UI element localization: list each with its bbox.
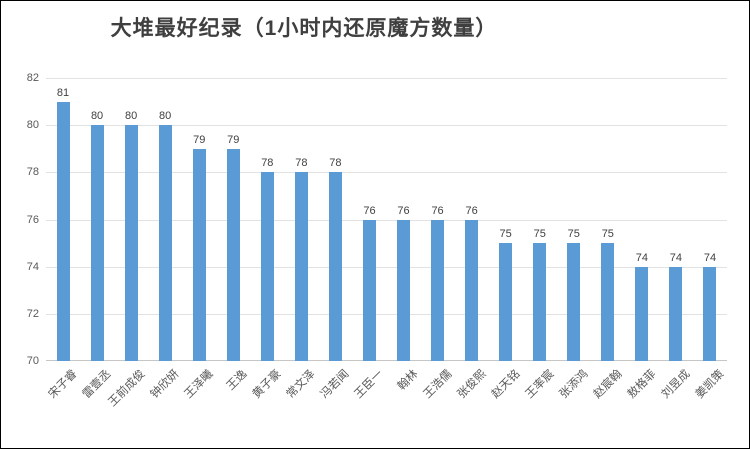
bar [328, 172, 342, 361]
data-label: 80 [159, 110, 172, 123]
data-label: 78 [261, 157, 274, 170]
data-label: 74 [703, 251, 717, 264]
y-tick-label: 82 [26, 72, 39, 84]
y-tick-label: 72 [26, 307, 39, 320]
y-tick-label: 76 [26, 213, 39, 226]
bar [192, 148, 206, 361]
data-label: 75 [601, 228, 614, 241]
bar [635, 266, 649, 361]
data-label: 74 [669, 251, 683, 264]
data-label: 78 [329, 157, 342, 170]
data-label: 74 [635, 251, 648, 264]
data-label: 79 [227, 133, 240, 146]
bar [703, 266, 717, 361]
data-label: 75 [567, 228, 580, 241]
y-tick-label: 78 [26, 166, 39, 179]
data-label: 76 [465, 204, 478, 217]
bar [90, 125, 104, 361]
bar [226, 148, 240, 361]
bar [362, 219, 376, 361]
data-label: 76 [397, 204, 410, 217]
y-tick-label: 70 [26, 355, 39, 367]
bar [56, 101, 70, 361]
data-label: 75 [533, 228, 546, 241]
data-label: 76 [363, 204, 376, 217]
gridline [46, 125, 727, 127]
data-label: 79 [193, 133, 206, 146]
bar [567, 243, 581, 361]
gridline [46, 172, 727, 174]
data-label: 80 [125, 110, 138, 123]
bar [124, 125, 138, 361]
bar [260, 172, 274, 361]
bar [158, 125, 172, 361]
data-label: 75 [499, 228, 512, 241]
plot-area: 81 80 80 80 79 79 78 78 78 76 76 76 76 75 75 75 75 74 74 74 [46, 78, 727, 361]
x-axis-line [46, 360, 727, 361]
bar [465, 219, 479, 361]
data-label: 80 [90, 110, 104, 123]
gridline [46, 219, 727, 221]
chart-title: 大堆最好纪录（1小时内还原魔方数量） [110, 17, 498, 40]
data-label: 76 [431, 204, 444, 217]
bar [533, 243, 547, 361]
bar [669, 266, 683, 361]
bar [294, 172, 308, 361]
data-label: 78 [295, 157, 308, 170]
gridline [46, 266, 727, 268]
gridline [46, 313, 727, 315]
data-label: 81 [56, 86, 70, 99]
y-tick-label: 74 [26, 260, 39, 273]
gridline [46, 78, 727, 79]
bar [499, 243, 513, 361]
bar [601, 243, 615, 361]
bar [431, 219, 445, 361]
y-tick-label: 80 [26, 119, 39, 132]
bar [397, 219, 411, 361]
